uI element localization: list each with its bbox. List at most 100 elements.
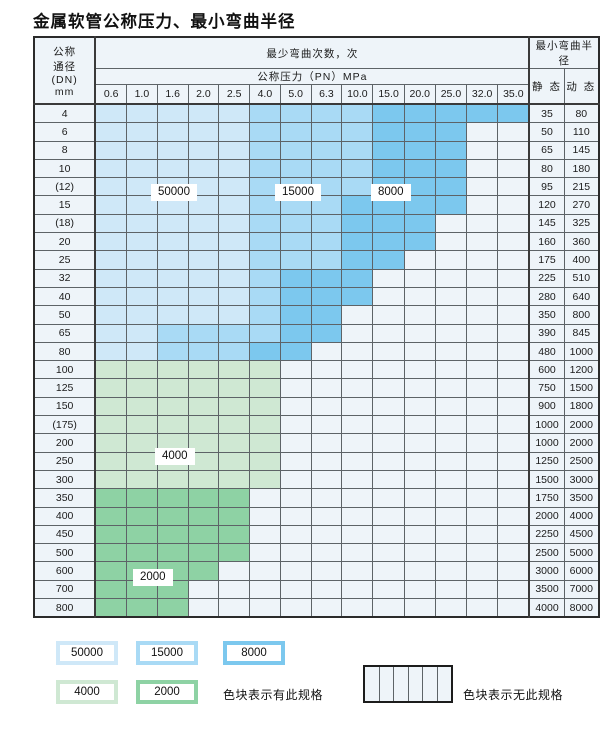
spec-cell: [249, 488, 281, 508]
spec-cell: [497, 122, 531, 142]
spec-cell: [497, 341, 531, 362]
spec-cell: [279, 396, 312, 417]
static-radius-value: 750: [528, 378, 565, 398]
spec-cell: [126, 213, 158, 234]
row-label-dn: 350: [33, 488, 97, 508]
spec-cell: [279, 524, 312, 545]
spec-cell: [434, 213, 468, 234]
spec-cell: [310, 561, 343, 581]
spec-cell: [279, 561, 312, 581]
spec-cell: [310, 433, 343, 453]
spec-cell: [249, 396, 281, 417]
spec-cell: [341, 195, 374, 215]
table-row: 700 3500 7000: [33, 579, 600, 600]
spec-cell: [94, 433, 128, 453]
spec-cell: [94, 451, 128, 471]
header-pressure: 公称压力（PN）MPa: [94, 68, 531, 85]
spec-cell: [466, 579, 499, 600]
row-label-dn: 20: [33, 232, 97, 252]
spec-cell: [497, 268, 531, 288]
spec-cell: [434, 396, 468, 417]
spec-cell: [279, 323, 312, 343]
spec-cell: [187, 122, 220, 142]
legend-no-spec-cell: [437, 667, 451, 701]
spec-cell: [434, 286, 468, 307]
pressure-col-header-1.6: 1.6: [156, 84, 189, 105]
spec-cell: [310, 140, 343, 160]
spec-cell: [218, 177, 251, 197]
dynamic-radius-value: 325: [563, 213, 600, 234]
spec-cell: [279, 158, 312, 179]
spec-cell: [403, 488, 436, 508]
spec-cell: [466, 469, 499, 490]
spec-cell: [372, 268, 405, 288]
spec-cell: [156, 360, 189, 380]
spec-cell: [187, 140, 220, 160]
spec-cell: [249, 213, 281, 234]
spec-cell: [466, 140, 499, 160]
header-row-2: 公称压力（PN）MPa 静 态 动 态: [34, 68, 600, 105]
spec-cell: [94, 268, 128, 288]
spec-cell: [310, 323, 343, 343]
dynamic-radius-value: 3500: [563, 488, 600, 508]
spec-cell: [249, 268, 281, 288]
pressure-col-header-32.0: 32.0: [466, 84, 499, 105]
spec-cell: [126, 415, 158, 435]
spec-cell: [434, 195, 468, 215]
spec-cell: [434, 232, 468, 252]
spec-cell: [218, 341, 251, 362]
spec-cell: [403, 341, 436, 362]
spec-cell: [341, 451, 374, 471]
spec-cell: [497, 213, 531, 234]
spec-cell: [466, 268, 499, 288]
spec-cell: [434, 524, 468, 545]
legend-no-spec-cell: [408, 667, 423, 701]
spec-cell: [279, 140, 312, 160]
table-row: 6 50 110: [33, 122, 600, 142]
spec-cell: [403, 360, 436, 380]
row-label-dn: 600: [33, 561, 97, 581]
static-radius-value: 600: [528, 360, 565, 380]
spec-cell: [187, 396, 220, 417]
spec-cell: [94, 103, 128, 124]
spec-cell: [434, 140, 468, 160]
spec-cell: [156, 158, 189, 179]
static-radius-value: 2250: [528, 524, 565, 545]
spec-cell: [403, 469, 436, 490]
spec-cell: [310, 579, 343, 600]
spec-cell: [94, 469, 128, 490]
pressure-col-header-10.0: 10.0: [341, 84, 374, 105]
spec-cell: [249, 232, 281, 252]
table-row: (175) 1000 2000: [33, 415, 600, 435]
spec-cell: [372, 598, 405, 618]
header-dn-line-3: mm: [54, 85, 75, 98]
spec-cell: [434, 579, 468, 600]
spec-cell: [218, 433, 251, 453]
legend-swatch-2000-label: 2000: [140, 684, 194, 700]
spec-cell: [94, 524, 128, 545]
spec-cell: [341, 323, 374, 343]
spec-cell: [403, 122, 436, 142]
spec-cell: [403, 103, 436, 124]
dynamic-radius-value: 800: [563, 305, 600, 325]
spec-cell: [341, 232, 374, 252]
spec-cell: [187, 524, 220, 545]
spec-cell: [279, 360, 312, 380]
pressure-col-header-1.0: 1.0: [126, 84, 158, 105]
table-row: 150 900 1800: [33, 396, 600, 417]
table-row: 600 3000 6000: [33, 561, 600, 581]
spec-cell: [466, 232, 499, 252]
spec-cell: [249, 305, 281, 325]
spec-cell: [372, 341, 405, 362]
spec-cell: [466, 213, 499, 234]
static-radius-value: 225: [528, 268, 565, 288]
spec-cell: [279, 305, 312, 325]
spec-cell: [156, 323, 189, 343]
spec-cell: [310, 341, 343, 362]
spec-cell: [341, 433, 374, 453]
spec-cell: [310, 543, 343, 563]
spec-cell: [279, 469, 312, 490]
spec-cell: [497, 579, 531, 600]
spec-cell: [403, 396, 436, 417]
spec-cell: [156, 213, 189, 234]
